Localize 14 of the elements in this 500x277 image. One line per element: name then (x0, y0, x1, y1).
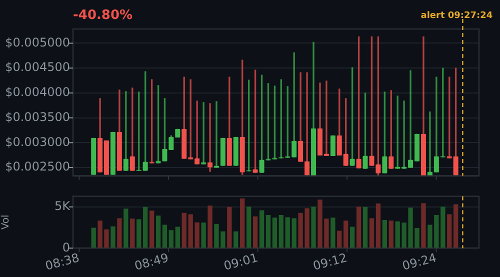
x-tick-label: 09:24 (400, 250, 438, 273)
y-tick-label: $0.003000 (5, 134, 70, 149)
y-tick-label: $0.004000 (5, 85, 70, 100)
y-tick-label: 5K (54, 199, 72, 214)
x-tick-label: 08:49 (133, 250, 170, 273)
x-tick-label: 09:01 (222, 250, 260, 273)
y-axis-title: Vol (0, 214, 12, 230)
x-tick-label: 09:12 (312, 250, 349, 273)
y-tick-label: $0.005000 (5, 35, 70, 50)
chart-title: -40.80% (73, 8, 133, 23)
y-tick-label: $0.003500 (5, 110, 70, 124)
ref-line-label: alert 09:27:24 (420, 10, 493, 21)
y-tick-label: $0.002500 (5, 160, 70, 174)
y-tick-label: $0.004500 (5, 60, 70, 74)
